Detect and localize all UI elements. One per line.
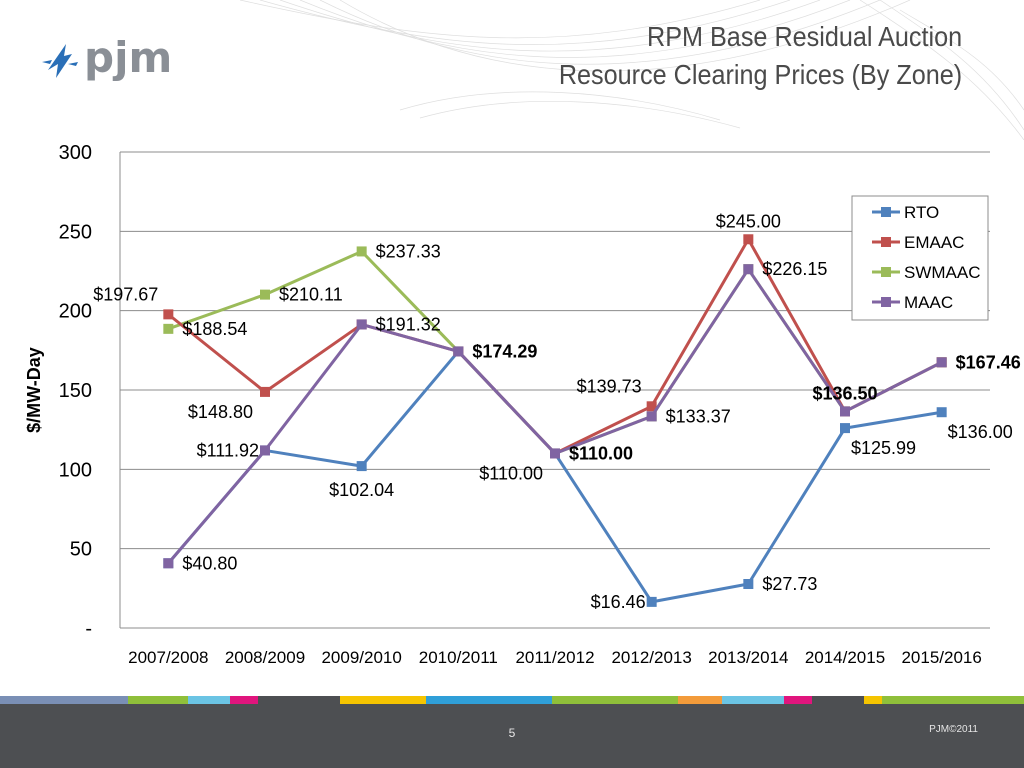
point-rto: [356, 461, 367, 472]
footer-stripe: [784, 696, 812, 704]
data-label: $245.00: [716, 211, 781, 231]
footer: 5 PJM©2011: [0, 704, 1024, 768]
point-maac: [743, 264, 754, 275]
y-tick-label: 50: [70, 539, 92, 561]
point-emaac: [646, 401, 657, 412]
point-maac: [163, 558, 174, 569]
series-lines: [163, 234, 947, 607]
x-tick-label: 2014/2015: [805, 648, 885, 667]
data-label: $174.29: [472, 341, 537, 361]
data-label: $110.00: [479, 463, 543, 483]
data-label: $191.32: [376, 314, 441, 334]
x-tick-label: 2015/2016: [901, 648, 981, 667]
pjm-logo: pjm: [42, 34, 172, 82]
x-tick-label: 2008/2009: [225, 648, 305, 667]
data-label: $136.50: [812, 383, 877, 403]
point-maac: [840, 406, 850, 417]
footer-color-stripe: [0, 696, 1024, 704]
pjm-bolt-icon: [42, 44, 78, 78]
point-emaac: [163, 309, 174, 320]
data-labels: $197.67 $188.54 $40.80 $210.11 $148.80 $111.9…: [93, 211, 1020, 612]
axes: - 50 100 150 200 250 300 2007/2008 2008/2009 2009…: [24, 142, 990, 667]
data-label: $125.99: [851, 438, 916, 458]
data-label: $40.80: [182, 553, 237, 573]
data-label: $136.00: [948, 422, 1013, 442]
point-swmaac: [356, 246, 367, 257]
x-tick-label: 2013/2014: [708, 648, 788, 667]
footer-stripe: [426, 696, 552, 704]
page-number: 5: [508, 726, 516, 740]
legend-entry: MAAC: [904, 293, 953, 312]
legend-entry: SWMAAC: [904, 263, 981, 282]
x-tick-label: 2007/2008: [128, 648, 208, 667]
legend-entry: RTO: [904, 203, 939, 222]
data-label: $111.92: [197, 440, 259, 460]
y-axis-label: $/MW-Day: [24, 347, 44, 433]
data-label: $188.54: [182, 319, 247, 339]
point-rto: [743, 579, 754, 590]
y-tick-label: 150: [59, 380, 92, 402]
legend-entry: EMAAC: [904, 233, 964, 252]
data-label: $133.37: [666, 406, 731, 426]
legend-marker: [881, 297, 891, 307]
point-rto: [646, 596, 657, 607]
footer-stripe: [864, 696, 882, 704]
point-maac: [453, 346, 464, 357]
point-rto: [840, 423, 850, 434]
legend-marker: [881, 267, 891, 277]
point-emaac: [743, 234, 754, 245]
point-maac: [356, 319, 367, 330]
x-tick-label: 2010/2011: [419, 648, 498, 667]
point-maac: [646, 411, 657, 422]
point-maac: [550, 448, 560, 459]
footer-stripe: [230, 696, 258, 704]
y-tick-label: 250: [59, 221, 92, 243]
y-tick-label: 100: [59, 459, 92, 481]
point-rto: [936, 407, 947, 418]
footer-stripe: [812, 696, 864, 704]
footer-stripe: [722, 696, 784, 704]
point-maac: [260, 445, 270, 456]
footer-stripe: [0, 696, 128, 704]
point-swmaac: [163, 323, 174, 334]
legend: RTO EMAAC SWMAAC MAAC: [851, 195, 989, 321]
y-tick-label: 200: [59, 301, 92, 323]
x-tick-label: 2009/2010: [321, 648, 401, 667]
point-maac: [936, 357, 947, 368]
data-label: $16.46: [591, 592, 646, 612]
y-tick-label: -: [85, 618, 92, 640]
legend-box: [851, 195, 989, 321]
title-line-1: RPM Base Residual Auction: [646, 21, 962, 52]
data-label: $167.46: [956, 352, 1021, 372]
logo-text: pjm: [84, 34, 172, 82]
point-emaac: [260, 386, 270, 397]
x-tick-label: 2011/2012: [515, 648, 594, 667]
data-label: $237.33: [376, 241, 441, 261]
data-label: $148.80: [188, 402, 253, 422]
footer-stripe: [258, 696, 340, 704]
y-tick-label: 300: [59, 142, 92, 164]
data-label: $226.15: [762, 259, 827, 279]
title-line-2: Resource Clearing Prices (By Zone): [558, 59, 962, 90]
footer-stripe: [678, 696, 722, 704]
point-swmaac: [260, 289, 270, 300]
footer-stripe: [128, 696, 188, 704]
data-label: $197.67: [93, 284, 158, 304]
data-label: $139.73: [577, 376, 642, 396]
data-label: $102.04: [329, 480, 394, 500]
legend-marker: [881, 207, 891, 217]
legend-marker: [881, 237, 891, 247]
data-label: $210.11: [279, 285, 343, 305]
series-line-maac: [167, 267, 943, 565]
footer-stripe: [552, 696, 678, 704]
data-label: $110.00: [569, 443, 633, 463]
footer-stripe: [882, 696, 1024, 704]
slide-title: RPM Base Residual Auction Resource Clear…: [559, 18, 962, 94]
footer-stripe: [340, 696, 426, 704]
data-label: $27.73: [762, 574, 817, 594]
copyright: PJM©2011: [929, 724, 978, 735]
footer-stripe: [188, 696, 230, 704]
x-tick-label: 2012/2013: [611, 648, 691, 667]
clearing-price-chart: - 50 100 150 200 250 300 2007/2008 2008/2009 2009…: [24, 142, 1021, 667]
